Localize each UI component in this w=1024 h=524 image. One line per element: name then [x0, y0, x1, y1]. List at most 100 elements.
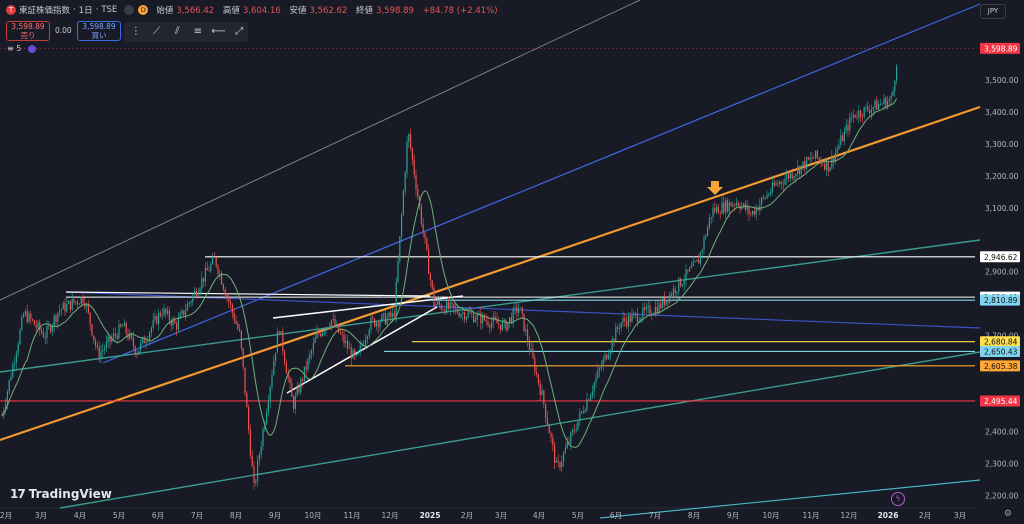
- x-tick-label: 12月: [381, 511, 398, 520]
- candle-body: [471, 313, 473, 314]
- candle-body: [60, 309, 62, 311]
- candle-body: [516, 307, 518, 314]
- trend-line-white-3: [65, 291, 431, 297]
- moving-average-line: [1, 98, 898, 448]
- candle-body: [813, 158, 815, 159]
- buy-button[interactable]: 3,598.89 買い: [77, 21, 121, 41]
- drag-handle-icon[interactable]: ⋮: [130, 26, 141, 37]
- candle-body: [122, 326, 124, 327]
- candle-body: [458, 312, 460, 317]
- candle-body: [50, 325, 52, 332]
- candle-body: [46, 325, 48, 339]
- collapse-legend-icon[interactable]: ≡: [7, 44, 14, 53]
- candle-body: [294, 395, 296, 409]
- candle-body: [302, 379, 304, 381]
- settings-gear-icon[interactable]: ⚙: [1003, 509, 1012, 519]
- candle-body: [865, 106, 867, 108]
- candle-body: [836, 148, 838, 153]
- candle-body: [96, 345, 98, 348]
- candle-body: [381, 314, 383, 322]
- candle-body: [851, 117, 853, 119]
- candle-body: [874, 100, 876, 108]
- candle-body: [604, 354, 606, 360]
- candle-body: [82, 297, 84, 303]
- candle-body: [590, 395, 592, 401]
- candle-body: [255, 480, 257, 484]
- candle-body: [489, 325, 491, 328]
- candle-body: [554, 444, 556, 463]
- parallel-channel-tool-icon[interactable]: ⫽: [174, 26, 180, 37]
- candle-body: [167, 310, 169, 314]
- candle-body: [568, 442, 570, 444]
- candle-body: [165, 308, 167, 314]
- candle-body: [413, 159, 415, 175]
- candle-body: [561, 461, 563, 468]
- candle-body: [447, 301, 449, 309]
- trend-line-gray: [0, 0, 641, 301]
- x-tick-label: 2月: [461, 511, 473, 520]
- alert-bolt-icon[interactable]: ϟ: [891, 492, 905, 506]
- candle-body: [273, 361, 275, 375]
- candle-body: [374, 318, 376, 327]
- candle-body: [37, 322, 39, 328]
- candle-body: [788, 174, 790, 179]
- candle-body: [71, 299, 73, 310]
- candle-body: [100, 351, 102, 359]
- candle-body: [698, 259, 700, 264]
- x-tick-label: 2025: [420, 511, 441, 520]
- currency-selector[interactable]: JPY: [980, 4, 1006, 19]
- candle-body: [188, 302, 190, 305]
- candle-body: [692, 261, 694, 267]
- trend-line-tool-icon[interactable]: ⟋: [153, 26, 160, 37]
- candle-body: [546, 417, 548, 425]
- candle-body: [849, 117, 851, 131]
- sell-button[interactable]: 3,598.89 売り: [6, 21, 50, 41]
- candle-body: [863, 107, 865, 118]
- candle-body: [359, 345, 361, 351]
- candle-body: [611, 338, 613, 351]
- symbol-name[interactable]: 東証株価指数: [19, 6, 71, 16]
- candle-body: [410, 133, 412, 149]
- candle-body: [249, 429, 251, 456]
- candle-body: [852, 114, 854, 118]
- extended-line-tool-icon[interactable]: ⤢: [235, 26, 244, 37]
- candle-body: [89, 312, 91, 325]
- candle-body: [230, 301, 232, 305]
- candle-body: [469, 312, 471, 314]
- candle-body: [406, 141, 408, 173]
- candle-body: [158, 312, 160, 324]
- status-dot-icon: [124, 5, 135, 15]
- candle-body: [159, 312, 161, 316]
- candle-body: [134, 346, 136, 354]
- candle-body: [334, 318, 336, 327]
- brand-name: TradingView: [28, 487, 112, 501]
- candle-body: [804, 161, 806, 169]
- interval[interactable]: 1日: [78, 6, 93, 16]
- indicator-legend[interactable]: ≡ 5: [7, 44, 36, 53]
- candle-body: [617, 327, 619, 329]
- candle-body: [388, 312, 390, 318]
- candle-body: [14, 362, 16, 365]
- price-label: 2,605.38: [984, 362, 1018, 371]
- candle-body: [645, 306, 647, 310]
- candle-body: [737, 202, 739, 207]
- candle-body: [150, 327, 152, 333]
- candle-body: [352, 349, 354, 359]
- candle-body: [329, 326, 331, 328]
- candle-body: [161, 314, 163, 316]
- x-tick-label: 4月: [74, 511, 86, 520]
- ray-tool-icon[interactable]: ⟵: [211, 26, 226, 37]
- candle-body: [141, 337, 143, 343]
- candle-body: [784, 178, 786, 185]
- pitchfork-tool-icon[interactable]: ≡: [193, 26, 203, 37]
- candle-body: [694, 261, 696, 263]
- candle-body: [152, 319, 154, 328]
- candle-body: [631, 314, 633, 322]
- candle-body: [696, 259, 698, 262]
- candle-body: [492, 316, 494, 323]
- candle-body: [797, 166, 799, 174]
- x-tick-label: 9月: [269, 511, 281, 520]
- price-label: 2,946.62: [984, 253, 1018, 262]
- candle-body: [149, 332, 151, 340]
